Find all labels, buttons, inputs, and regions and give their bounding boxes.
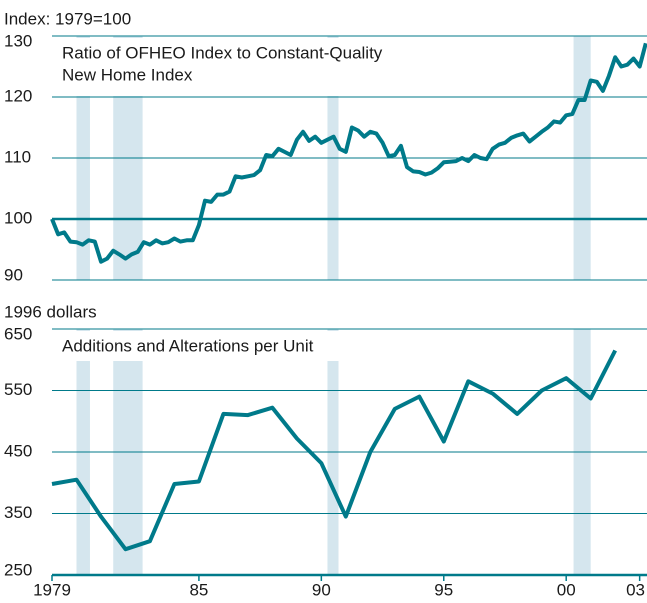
x-tick-label: 90 [312,580,331,599]
x-tick-label: 03 [626,580,645,599]
x-tick-label: 1979 [33,580,71,599]
y-tick-label: 130 [4,31,32,50]
chart-title: Additions and Alterations per Unit [62,336,314,355]
title-backdrop [56,331,412,361]
y-tick-label: 90 [4,265,23,284]
x-tick-label: 95 [434,580,453,599]
chart-title: Ratio of OFHEO Index to Constant-Quality [62,43,383,62]
y-tick-label: 100 [4,208,32,227]
data-line [50,42,647,264]
chart-title: New Home Index [62,65,193,84]
y-tick-label: 450 [4,441,32,460]
axis-label: Index: 1979=100 [4,9,131,28]
y-tick-label: 250 [4,560,32,579]
x-tick-label: 00 [557,580,576,599]
y-tick-label: 650 [4,324,32,343]
data-line [51,349,617,552]
y-tick-label: 110 [4,147,31,166]
y-tick-label: 550 [4,380,32,399]
y-tick-label: 350 [4,503,32,522]
title-backdrop [56,38,476,96]
axis-label: 1996 dollars [4,302,97,321]
x-tick-label: 85 [189,580,208,599]
y-tick-label: 120 [4,86,32,105]
